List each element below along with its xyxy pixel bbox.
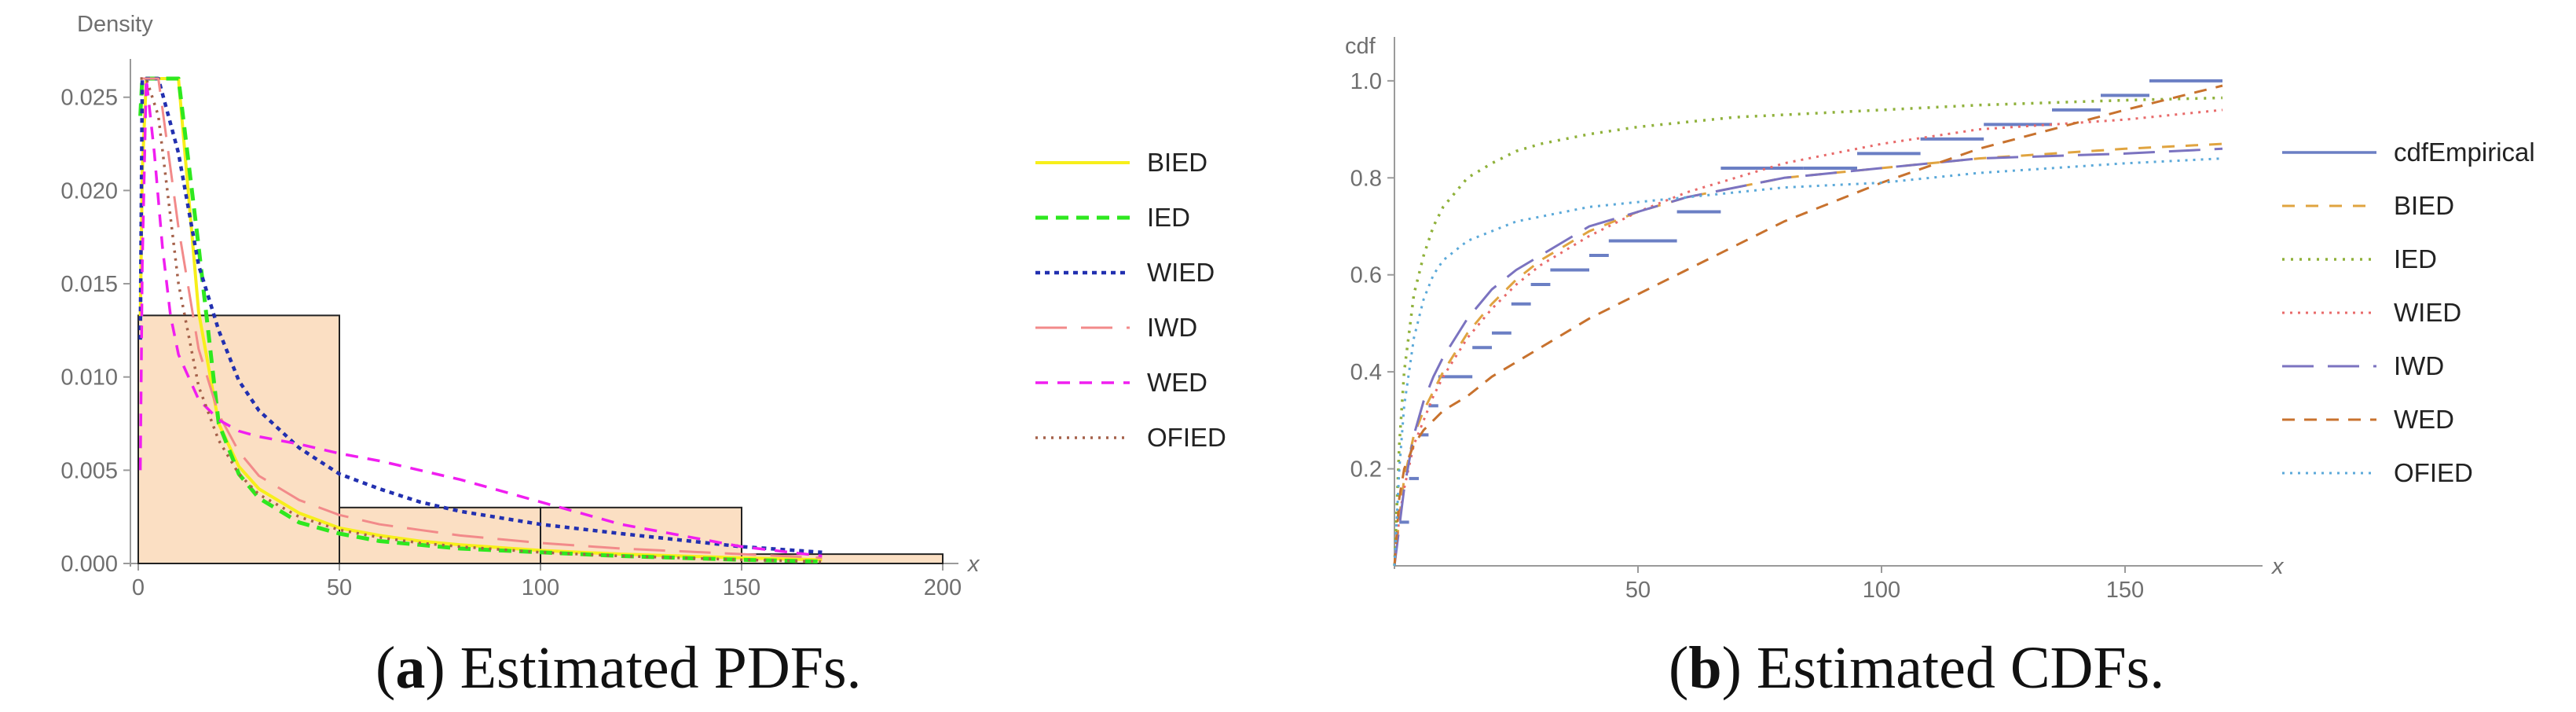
x-tick-label: 0: [132, 575, 145, 600]
series-line-bied: [1393, 142, 2223, 567]
legend-label-wed: WED: [2394, 405, 2454, 434]
caption-b-label: b: [1688, 635, 1721, 701]
series-line-iwd: [1393, 147, 2223, 567]
series-line-wed: [138, 77, 823, 558]
y-tick-label: 0.8: [1350, 166, 1382, 191]
histogram-bar-0: [137, 314, 340, 564]
pdf-chart: 0 50 100 150 200 0.000 0.005 0.010 0.015 0.020 0.0…: [60, 12, 1226, 600]
x-tick-label: 50: [327, 575, 352, 600]
y-axis-label: cdf: [1345, 34, 1376, 59]
legend-label-cdfempirical: cdfEmpirical: [2394, 138, 2535, 167]
x-tick-label: 200: [924, 575, 962, 600]
y-tick-label: 1.0: [1350, 69, 1382, 94]
series-line-wied: [1393, 108, 2223, 567]
legend-label-wed: WED: [1147, 368, 1207, 397]
histogram-bar-1: [339, 506, 541, 564]
legend-label-ied: IED: [1147, 203, 1190, 232]
x-tick-label: 100: [1863, 578, 1900, 603]
legend-label-bied: BIED: [1147, 148, 1207, 177]
x-axis-label: x: [966, 552, 980, 577]
series-line-ofied: [1393, 157, 2223, 567]
caption-a: (a) Estimated PDFs.: [376, 635, 862, 701]
y-tick-label: 0.005: [60, 458, 118, 483]
y-tick-label: 0.010: [60, 365, 118, 391]
legend-label-wied: WIED: [2394, 298, 2461, 327]
caption-b: (b) Estimated CDFs.: [1669, 635, 2164, 701]
legend-label-ied: IED: [2394, 244, 2437, 273]
y-tick-label: 0.000: [60, 552, 118, 577]
x-tick-label: 150: [2106, 578, 2144, 603]
series-line-wed: [1393, 84, 2223, 567]
y-tick-label: 0.4: [1350, 360, 1382, 385]
series-line-ofied: [140, 77, 823, 563]
y-tick-label: 0.6: [1350, 263, 1382, 288]
legend-label-iwd: IWD: [1147, 313, 1197, 342]
y-tick-label: 0.015: [60, 272, 118, 297]
caption-a-text: Estimated PDFs.: [445, 635, 862, 701]
x-tick-label: 150: [723, 575, 760, 600]
y-tick-label: 0.025: [60, 86, 118, 111]
x-tick-label: 50: [1625, 578, 1651, 603]
x-tick-label: 100: [522, 575, 559, 600]
legend-label-iwd: IWD: [2394, 351, 2444, 380]
legend-label-wied: WIED: [1147, 258, 1215, 287]
x-axis-label: x: [2270, 554, 2285, 579]
y-tick-label: 0.2: [1350, 457, 1382, 483]
legend-label-ofied: OFIED: [1147, 423, 1226, 452]
legend-label-ofied: OFIED: [2394, 458, 2473, 487]
cdf-chart: 50 100 150 0.2 0.4 0.6 0.8 1.0 cdf x cdfEmpirical B…: [1345, 34, 2535, 603]
caption-b-text: Estimated CDFs.: [1742, 635, 2164, 701]
y-tick-label: 0.020: [60, 178, 118, 204]
y-axis-label: Density: [77, 12, 153, 37]
series-line-iwd: [140, 77, 823, 560]
caption-a-label: a: [395, 635, 425, 701]
legend-label-bied: BIED: [2394, 191, 2454, 220]
